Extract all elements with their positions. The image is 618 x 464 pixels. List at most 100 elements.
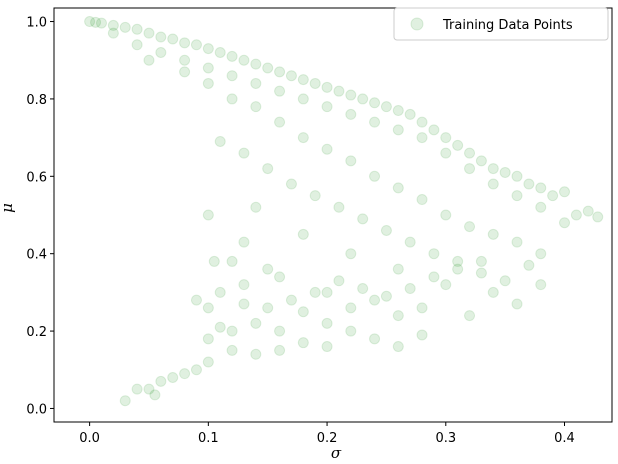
data-point (250, 348, 262, 360)
data-point (416, 329, 428, 341)
data-point (297, 306, 309, 318)
data-point (155, 31, 167, 43)
y-tick-label: 0.0 (26, 402, 47, 417)
data-point (309, 77, 321, 89)
data-point (226, 344, 238, 356)
data-point (357, 283, 369, 295)
data-point (535, 201, 547, 213)
data-point (202, 356, 214, 368)
data-point (475, 255, 487, 267)
data-point (214, 286, 226, 298)
data-point (559, 186, 571, 198)
y-axis-ticks: 0.0 0.2 0.4 0.6 0.8 1.0 (26, 16, 54, 417)
data-point (226, 50, 238, 62)
data-point (208, 255, 220, 267)
data-point (179, 37, 191, 49)
data-point (452, 139, 464, 151)
data-point (416, 116, 428, 128)
data-point (535, 279, 547, 291)
x-tick-label: 0.4 (554, 431, 575, 446)
data-point (333, 275, 345, 287)
data-point (416, 132, 428, 144)
x-tick-label: 0.0 (79, 431, 100, 446)
y-axis-label: μ (0, 203, 16, 213)
data-point (119, 21, 131, 33)
data-point (499, 166, 511, 178)
data-point (416, 302, 428, 314)
data-point (274, 85, 286, 97)
data-point (131, 23, 143, 35)
data-point (155, 375, 167, 387)
data-point (440, 279, 452, 291)
data-point (297, 337, 309, 349)
data-point (238, 298, 250, 310)
data-point (404, 236, 416, 248)
data-point (250, 101, 262, 113)
data-point (592, 211, 604, 223)
y-tick-label: 1.0 (26, 16, 47, 31)
data-point (202, 209, 214, 221)
data-point (333, 85, 345, 97)
data-point (107, 27, 119, 39)
data-point (262, 163, 274, 175)
x-axis-ticks: 0.0 0.1 0.2 0.3 0.4 (79, 422, 575, 446)
data-point (392, 341, 404, 353)
x-tick-label: 0.2 (317, 431, 338, 446)
data-point (321, 101, 333, 113)
x-axis-label: σ (331, 444, 342, 462)
data-point (392, 105, 404, 117)
data-point (392, 310, 404, 322)
data-point (297, 74, 309, 86)
data-point (190, 364, 202, 376)
data-point (202, 43, 214, 55)
legend-label: Training Data Points (442, 18, 573, 33)
data-point (345, 248, 357, 260)
data-point (357, 93, 369, 105)
data-point (131, 39, 143, 51)
data-point (499, 275, 511, 287)
data-point (535, 182, 547, 194)
data-point (404, 283, 416, 295)
data-point (321, 143, 333, 155)
data-point (90, 16, 102, 28)
data-point (464, 147, 476, 159)
data-point (582, 205, 594, 217)
data-point (202, 77, 214, 89)
data-point (297, 93, 309, 105)
data-point (179, 54, 191, 66)
data-point (380, 101, 392, 113)
data-point (452, 255, 464, 267)
x-tick-label: 0.1 (198, 431, 219, 446)
data-point (416, 194, 428, 206)
data-point (155, 46, 167, 58)
data-point (547, 190, 559, 202)
plot-frame (53, 7, 613, 423)
data-point (570, 209, 582, 221)
data-point (167, 33, 179, 45)
data-point (285, 294, 297, 306)
data-point (475, 267, 487, 279)
data-point (440, 132, 452, 144)
data-point (321, 81, 333, 93)
data-point (487, 286, 499, 298)
data-point (238, 147, 250, 159)
data-point (511, 170, 523, 182)
data-point (345, 155, 357, 167)
data-point (369, 333, 381, 345)
data-point (143, 54, 155, 66)
data-point (297, 228, 309, 240)
data-point (238, 279, 250, 291)
data-point (487, 163, 499, 175)
data-point (274, 271, 286, 283)
data-point (167, 372, 179, 384)
data-point (274, 344, 286, 356)
data-point (487, 178, 499, 190)
data-point (333, 201, 345, 213)
y-tick-label: 0.6 (26, 170, 47, 185)
data-point (285, 70, 297, 82)
data-point (143, 383, 155, 395)
data-point (285, 178, 297, 190)
data-point (179, 66, 191, 78)
data-point (226, 255, 238, 267)
